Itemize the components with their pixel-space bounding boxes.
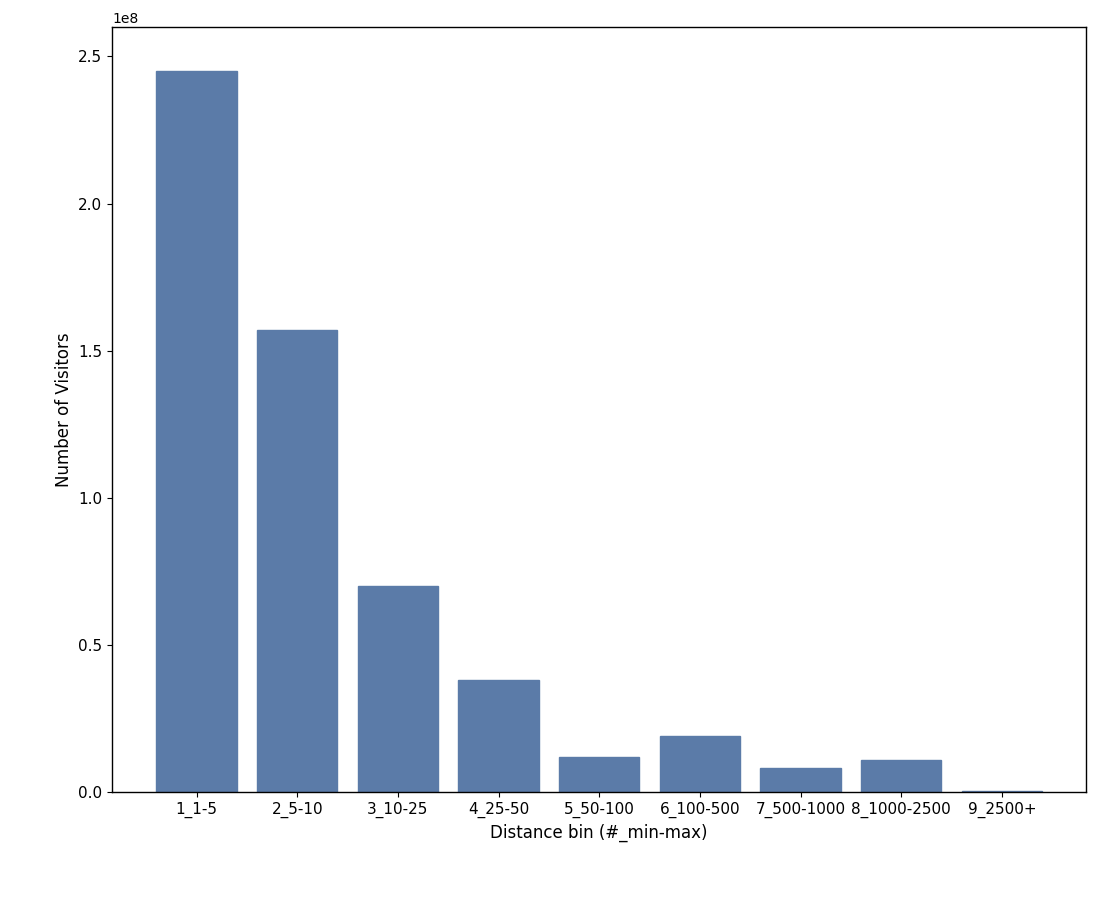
Bar [962,790,1042,792]
Bar [357,586,438,792]
Bar [660,736,740,792]
Bar [458,680,539,792]
Bar [760,769,841,792]
Bar [559,757,640,792]
X-axis label: Distance bin (#_min-max): Distance bin (#_min-max) [491,824,708,842]
Bar [861,760,942,792]
Bar [157,71,236,792]
Y-axis label: Number of Visitors: Number of Visitors [55,332,73,487]
Bar [256,330,337,792]
